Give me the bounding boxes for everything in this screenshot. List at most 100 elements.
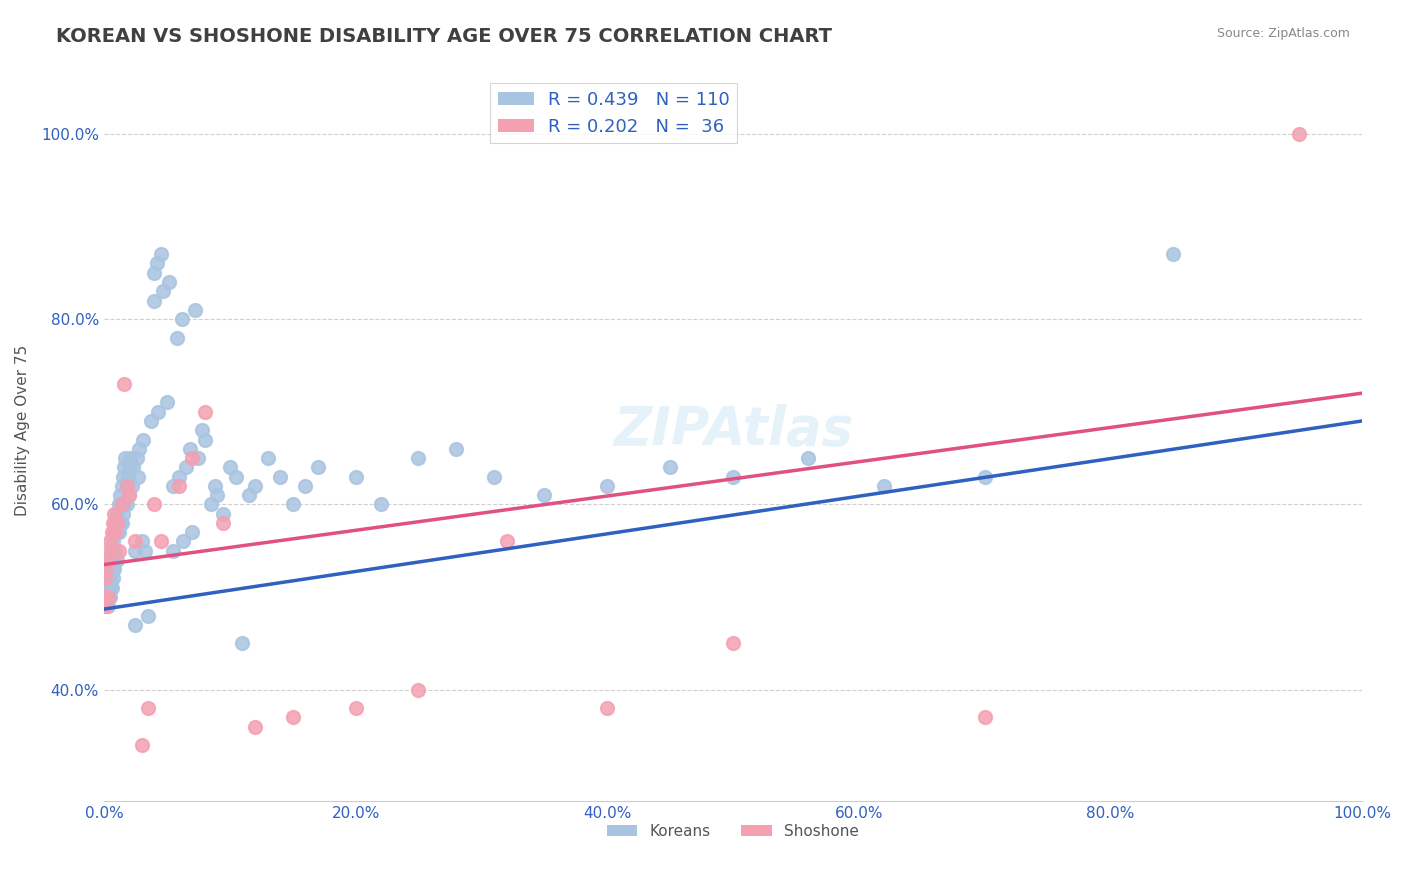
Point	[98, 581, 121, 595]
Point	[121, 479, 143, 493]
Point	[98, 572, 121, 586]
Point	[104, 543, 127, 558]
Point	[100, 543, 122, 558]
Point	[136, 608, 159, 623]
Point	[238, 488, 260, 502]
Point	[101, 516, 124, 530]
Point	[97, 599, 120, 614]
Point	[103, 543, 125, 558]
Point	[1161, 247, 1184, 261]
Point	[115, 479, 138, 493]
Legend: Koreans, Shoshone: Koreans, Shoshone	[600, 818, 865, 845]
Text: KOREAN VS SHOSHONE DISABILITY AGE OVER 75 CORRELATION CHART: KOREAN VS SHOSHONE DISABILITY AGE OVER 7…	[56, 27, 832, 45]
Point	[117, 469, 139, 483]
Point	[143, 497, 166, 511]
Point	[269, 469, 291, 483]
Point	[96, 562, 118, 576]
Point	[444, 442, 467, 456]
Point	[204, 479, 226, 493]
Point	[105, 553, 128, 567]
Point	[122, 460, 145, 475]
Point	[103, 507, 125, 521]
Point	[281, 497, 304, 511]
Point	[183, 302, 205, 317]
Point	[110, 479, 132, 493]
Point	[200, 497, 222, 511]
Point	[94, 572, 117, 586]
Point	[281, 710, 304, 724]
Point	[156, 395, 179, 409]
Point	[124, 543, 146, 558]
Point	[218, 460, 240, 475]
Point	[169, 469, 191, 483]
Point	[98, 590, 121, 604]
Point	[181, 525, 204, 540]
Point	[108, 543, 131, 558]
Point	[110, 516, 132, 530]
Point	[108, 497, 131, 511]
Point	[120, 450, 142, 465]
Point	[659, 460, 682, 475]
Point	[105, 525, 128, 540]
Point	[187, 450, 209, 465]
Point	[124, 534, 146, 549]
Point	[108, 525, 131, 540]
Point	[105, 507, 128, 521]
Point	[118, 460, 141, 475]
Point	[149, 247, 172, 261]
Point	[243, 479, 266, 493]
Point	[98, 534, 121, 549]
Point	[225, 469, 247, 483]
Point	[344, 469, 367, 483]
Point	[94, 590, 117, 604]
Point	[152, 285, 174, 299]
Point	[721, 636, 744, 650]
Point	[174, 460, 197, 475]
Point	[94, 572, 117, 586]
Point	[139, 414, 162, 428]
Point	[212, 516, 235, 530]
Point	[96, 590, 118, 604]
Point	[131, 534, 153, 549]
Point	[96, 581, 118, 595]
Point	[107, 516, 129, 530]
Point	[166, 330, 188, 344]
Point	[170, 312, 193, 326]
Point	[149, 534, 172, 549]
Point	[114, 450, 136, 465]
Point	[94, 599, 117, 614]
Point	[111, 469, 134, 483]
Point	[128, 442, 150, 456]
Point	[97, 590, 120, 604]
Point	[179, 442, 201, 456]
Point	[103, 525, 125, 540]
Point	[105, 516, 128, 530]
Point	[94, 590, 117, 604]
Point	[98, 553, 121, 567]
Point	[134, 543, 156, 558]
Point	[243, 720, 266, 734]
Point	[194, 433, 217, 447]
Point	[1288, 127, 1310, 141]
Point	[307, 460, 329, 475]
Point	[97, 553, 120, 567]
Point	[98, 562, 121, 576]
Point	[596, 479, 619, 493]
Point	[973, 710, 995, 724]
Point	[143, 293, 166, 308]
Text: Source: ZipAtlas.com: Source: ZipAtlas.com	[1216, 27, 1350, 40]
Point	[101, 534, 124, 549]
Point	[482, 469, 505, 483]
Point	[212, 507, 235, 521]
Point	[408, 682, 430, 697]
Point	[194, 405, 217, 419]
Point	[115, 497, 138, 511]
Point	[98, 543, 121, 558]
Point	[169, 479, 191, 493]
Point	[98, 572, 121, 586]
Point	[100, 562, 122, 576]
Point	[127, 469, 149, 483]
Point	[797, 450, 820, 465]
Point	[97, 581, 120, 595]
Point	[110, 497, 132, 511]
